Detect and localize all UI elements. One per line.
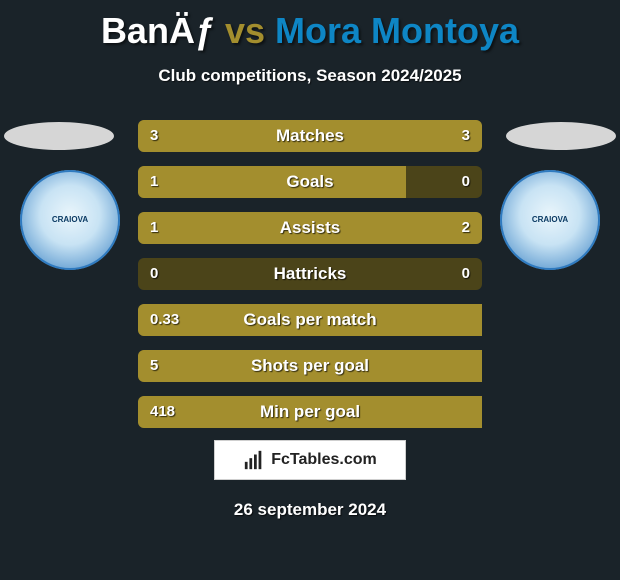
- branding-box: FcTables.com: [214, 440, 406, 480]
- stat-value-left: 1: [150, 166, 158, 198]
- page-title: BanÄƒ vs Mora Montoya: [0, 0, 620, 52]
- stat-row: Assists1 2: [138, 212, 482, 244]
- vs-separator: vs: [225, 10, 265, 51]
- stats-bars: Matches33Goals10Assists12Hattricks00Goal…: [138, 120, 482, 442]
- player1-name: BanÄƒ: [101, 10, 215, 51]
- stat-label: Shots per goal: [138, 350, 482, 382]
- stat-value-left: 1: [150, 212, 158, 244]
- stat-label: Matches: [138, 120, 482, 152]
- stat-value-left: 5: [150, 350, 158, 382]
- fctables-icon: [243, 449, 265, 471]
- stat-label: Hattricks: [138, 258, 482, 290]
- branding-text: FcTables.com: [271, 451, 377, 469]
- subtitle: Club competitions, Season 2024/2025: [0, 66, 620, 86]
- stat-value-right: 0: [462, 258, 470, 290]
- stat-label: Goals: [138, 166, 482, 198]
- player2-name: Mora Montoya: [275, 10, 519, 51]
- club-badge-text: CRAIOVA: [52, 216, 88, 225]
- stat-row: Hattricks0 0: [138, 258, 482, 290]
- stat-value-left: 3: [150, 120, 158, 152]
- stat-label: Min per goal: [138, 396, 482, 428]
- stat-value-right: 2: [462, 212, 470, 244]
- decor-oval-right: [506, 122, 616, 150]
- date-text: 26 september 2024: [0, 500, 620, 520]
- stat-value-left: 418: [150, 396, 175, 428]
- stat-value-left: 0.33: [150, 304, 179, 336]
- stat-row: Goals per match0.33: [138, 304, 482, 336]
- club-badge-right: CRAIOVA: [500, 170, 600, 270]
- club-badge-left: CRAIOVA: [20, 170, 120, 270]
- stat-value-right: 3: [462, 120, 470, 152]
- club-badge-text: CRAIOVA: [532, 216, 568, 225]
- stat-value-right: 0: [462, 166, 470, 198]
- stat-row: Shots per goal5: [138, 350, 482, 382]
- stat-row: Min per goal418: [138, 396, 482, 428]
- stat-label: Goals per match: [138, 304, 482, 336]
- stat-row: Matches3 3: [138, 120, 482, 152]
- stat-value-left: 0: [150, 258, 158, 290]
- stat-label: Assists: [138, 212, 482, 244]
- stat-row: Goals1 0: [138, 166, 482, 198]
- decor-oval-left: [4, 122, 114, 150]
